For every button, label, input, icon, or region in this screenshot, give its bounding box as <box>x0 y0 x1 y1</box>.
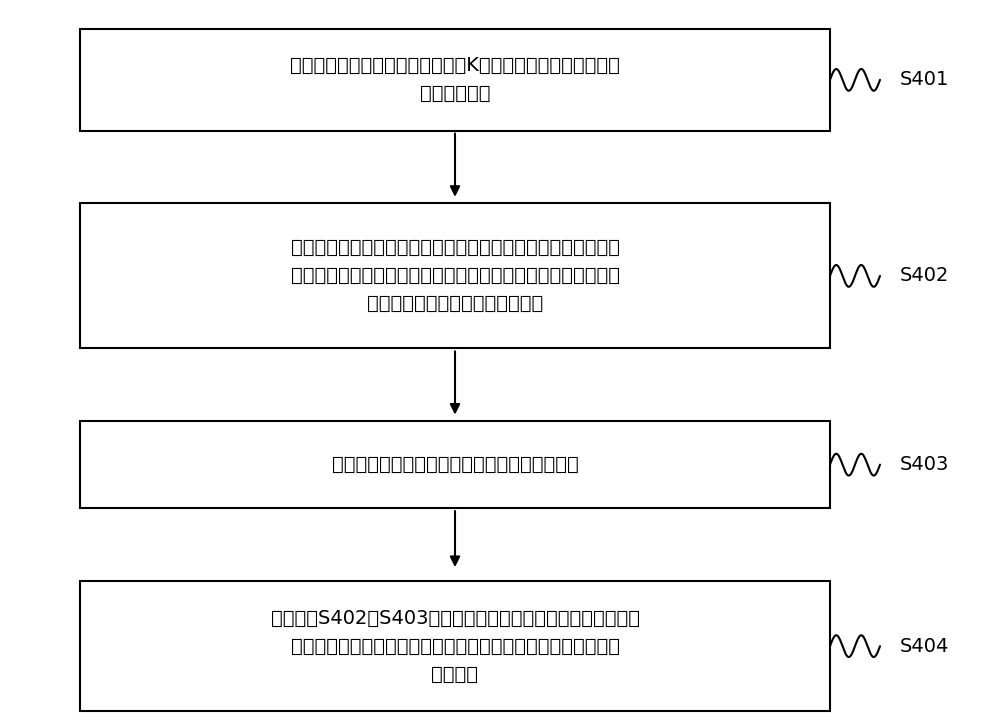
Text: S401: S401 <box>900 70 949 89</box>
Text: S403: S403 <box>900 455 949 474</box>
Text: 计算每个样本点到每个当前聚类中心点的距离，将距离每个样本
点最近的当前聚类中心点作为该样本点的簇中心，具有相同当前
聚类中心点的多个样本点为一个簇: 计算每个样本点到每个当前聚类中心点的距离，将距离每个样本 点最近的当前聚类中心点… <box>290 238 620 314</box>
Text: S402: S402 <box>900 266 949 285</box>
FancyBboxPatch shape <box>80 581 830 711</box>
Text: 将每个簇中的样本点的中心作为最新聚类中心点: 将每个簇中的样本点的中心作为最新聚类中心点 <box>332 455 578 474</box>
FancyBboxPatch shape <box>80 29 830 131</box>
Text: S404: S404 <box>900 637 949 656</box>
Text: 在所有样本点中，随机选取与聚类K值相同数量的样本点作为当
前聚类中心点: 在所有样本点中，随机选取与聚类K值相同数量的样本点作为当 前聚类中心点 <box>290 57 620 103</box>
FancyBboxPatch shape <box>80 203 830 348</box>
FancyBboxPatch shape <box>80 421 830 508</box>
Text: 循环步骤S402、S403，直至当前簇中心与上一簇中心的距离小
于预设距离阈值，将当前簇作为最终簇，当前簇的簇中心作为最
终簇中心: 循环步骤S402、S403，直至当前簇中心与上一簇中心的距离小 于预设距离阈值，… <box>270 608 640 684</box>
